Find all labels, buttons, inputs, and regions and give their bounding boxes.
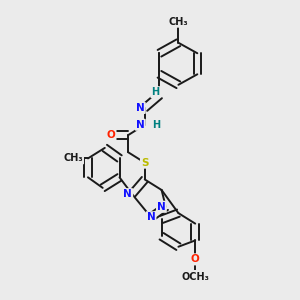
Text: N: N [136, 120, 145, 130]
Text: S: S [141, 158, 148, 168]
Text: CH₃: CH₃ [169, 17, 188, 27]
Text: N: N [147, 212, 155, 222]
Text: OCH₃: OCH₃ [181, 272, 209, 282]
Text: H: H [152, 120, 160, 130]
Text: O: O [191, 271, 200, 281]
Text: CH₃: CH₃ [63, 153, 83, 164]
Text: N: N [136, 103, 145, 113]
Text: O: O [107, 130, 116, 140]
Text: O: O [191, 254, 200, 264]
Text: N: N [157, 202, 166, 212]
Text: N: N [123, 189, 132, 199]
Text: H: H [151, 87, 160, 97]
